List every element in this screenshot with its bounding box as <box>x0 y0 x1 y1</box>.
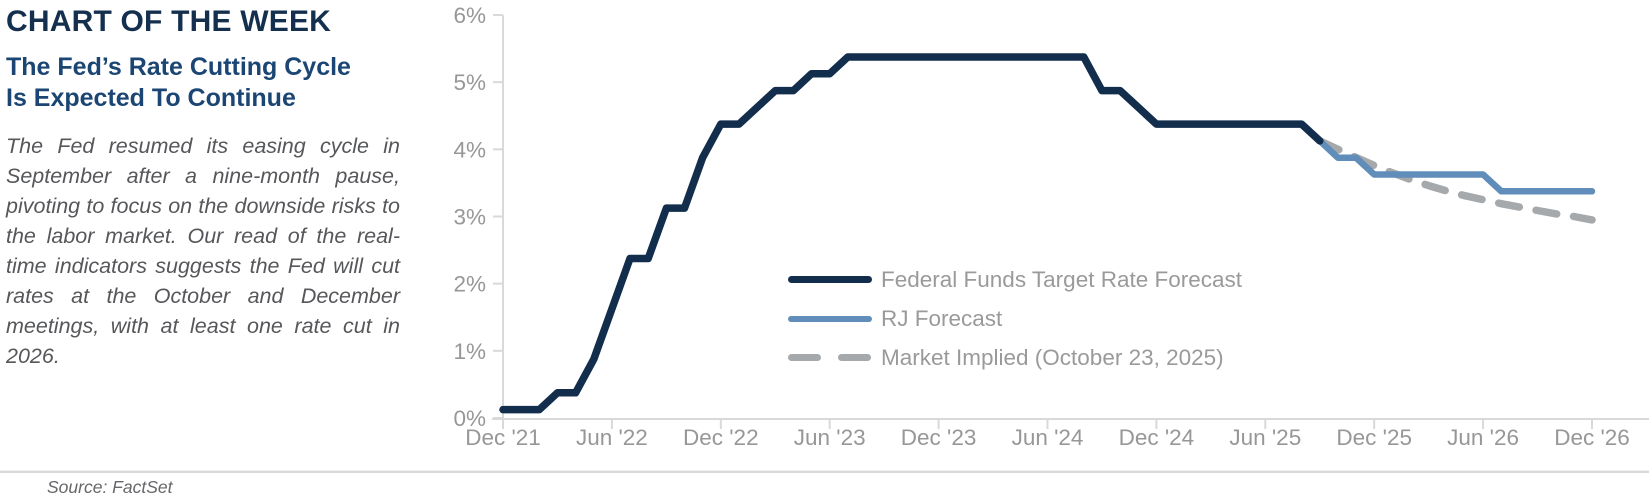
series-line-1 <box>1316 137 1596 195</box>
chart-headline-line-2: Is Expected To Continue <box>6 84 296 113</box>
x-axis-label: Jun '24 <box>1012 425 1084 450</box>
y-axis-label: 4% <box>453 137 486 162</box>
y-axis-label: 1% <box>453 339 486 364</box>
y-axis-label: 3% <box>453 205 486 230</box>
chart-headline-line-1: The Fed’s Rate Cutting Cycle <box>6 52 351 81</box>
page-title: CHART OF THE WEEK <box>6 5 332 38</box>
y-axis-label: 5% <box>453 70 486 95</box>
y-axis-label: 6% <box>453 3 486 28</box>
legend-item-fed-funds: Federal Funds Target Rate Forecast <box>788 266 1242 293</box>
y-axis-label: 2% <box>453 272 486 297</box>
x-axis-label: Dec '23 <box>901 425 977 450</box>
x-axis-label: Dec '24 <box>1119 425 1195 450</box>
legend-label-fed-funds: Federal Funds Target Rate Forecast <box>881 266 1243 292</box>
x-axis-label: Jun '26 <box>1447 425 1519 450</box>
footer-divider <box>0 471 1649 473</box>
commentary-text: The Fed resumed its easing cycle in Sept… <box>6 134 400 368</box>
x-axis-label: Jun '22 <box>576 425 648 450</box>
legend-item-market-implied: Market Implied (October 23, 2025) <box>788 344 1242 371</box>
x-axis-label: Jun '25 <box>1229 425 1301 450</box>
x-axis-label: Jun '23 <box>794 425 866 450</box>
rj-forecast-line-swatch <box>788 315 872 322</box>
fed-funds-line-swatch <box>788 276 872 283</box>
x-axis-label: Dec '22 <box>683 425 759 450</box>
y-axis-label: 0% <box>453 406 486 431</box>
market-implied-dash-swatch <box>788 354 872 361</box>
legend-label-market-implied: Market Implied (October 23, 2025) <box>881 344 1224 370</box>
legend-label-rj-forecast: RJ Forecast <box>881 305 1003 331</box>
source-note: Source: FactSet <box>47 477 173 494</box>
chart-headline: The Fed’s Rate Cutting Cycle Is Expected … <box>6 52 402 116</box>
navy-line-icon <box>788 276 872 283</box>
commentary-panel: CHART OF THE WEEK The Fed’s Rate Cutting… <box>6 6 402 371</box>
gray-dash-icon <box>788 354 821 361</box>
x-axis-label: Dec '26 <box>1554 425 1630 450</box>
gray-dash-icon <box>838 354 871 361</box>
chart-legend: Federal Funds Target Rate Forecast RJ Fo… <box>788 266 1242 371</box>
series-line-0 <box>499 53 1324 414</box>
legend-item-rj-forecast: RJ Forecast <box>788 305 1242 332</box>
x-axis-label: Dec '21 <box>465 425 541 450</box>
x-axis-label: Dec '25 <box>1336 425 1412 450</box>
series-line-2 <box>1316 137 1596 224</box>
blue-line-icon <box>788 315 872 322</box>
